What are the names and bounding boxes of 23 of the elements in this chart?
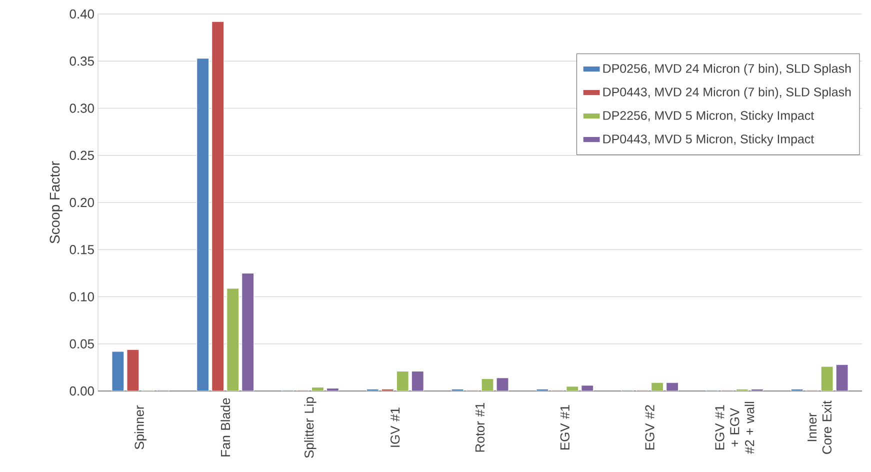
y-tick-label: 0.15 (70, 245, 94, 254)
y-tick-label: 0.05 (70, 339, 94, 348)
x-tick-label: Splitter Lip (304, 397, 316, 458)
legend-label: DP0443, MVD 5 Micron, Sticky Impact (603, 134, 814, 146)
legend-label: DP2256, MVD 5 Micron, Sticky Impact (603, 110, 814, 122)
x-tick-label: EGV #1 (560, 405, 570, 450)
y-tick-label: 0.20 (70, 198, 94, 208)
y-tick-label: 0.30 (70, 104, 94, 113)
x-tick-label: Spinner (134, 405, 146, 450)
x-tick-label: Inner Core Exit (808, 400, 832, 454)
y-tick-label: 0.35 (70, 56, 94, 66)
y-tick-label: 0.00 (70, 386, 94, 396)
y-tick-label: 0.10 (70, 292, 94, 302)
legend-label: DP0256, MVD 24 Micron (7 bin), SLD Splash (603, 64, 851, 76)
x-tick-label: EGV #1 + EGV #2 + wall (715, 402, 754, 454)
y-axis-title: Scoop Factor (50, 161, 62, 244)
y-tick-label: 0.40 (70, 9, 94, 19)
x-tick-label: EGV #2 (645, 405, 654, 450)
x-tick-label: Fan Blade (220, 398, 230, 456)
y-tick-label: 0.25 (70, 150, 94, 160)
x-tick-label: Rotor #1 (475, 402, 485, 452)
x-tick-label: IGV #1 (390, 408, 400, 447)
legend-label: DP0443, MVD 24 Micron (7 bin), SLD Splash (603, 87, 851, 99)
